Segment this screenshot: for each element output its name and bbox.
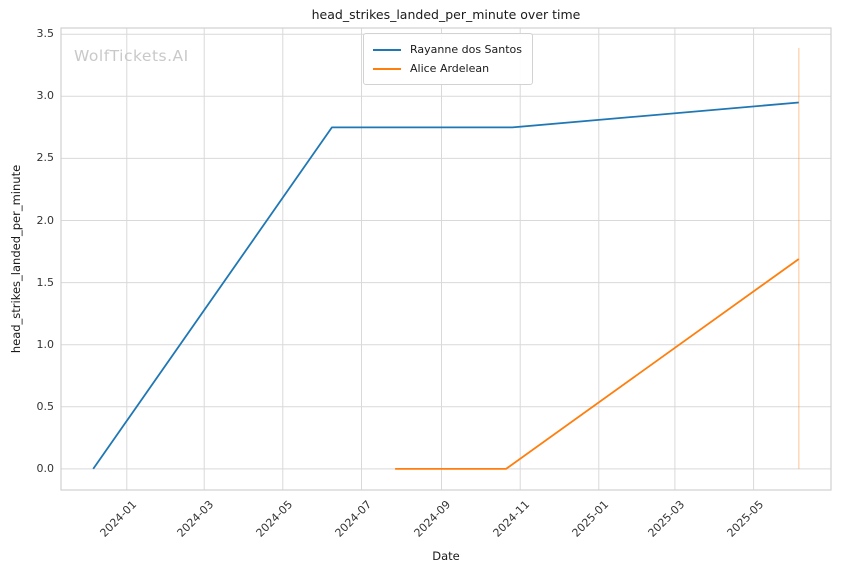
y-tick-label: 0.5 [36,399,55,413]
y-tick-label: 0.0 [36,461,55,475]
watermark: WolfTickets.AI [74,47,189,65]
legend-item: Alice Ardelean [373,60,524,77]
legend-label: Rayanne dos Santos [410,43,523,56]
y-axis-label: head_strikes_landed_per_minute [9,164,24,354]
y-tick-label: 3.5 [36,27,55,41]
legend-item: Rayanne dos Santos [373,41,524,58]
x-axis-label: Date [432,549,460,563]
axes-border [60,27,832,491]
y-tick-label: 2.5 [36,151,55,165]
y-tick-label: 2.0 [36,213,55,227]
series-line-0 [92,101,799,470]
chart-title: head_strikes_landed_per_minute over time [311,7,581,22]
series-line-1 [395,258,800,470]
legend-label: Alice Ardelean [410,62,490,75]
y-tick-label: 1.5 [36,275,55,289]
y-tick-label: 1.0 [36,337,55,351]
legend: Rayanne dos Santos Alice Ardelean [363,33,533,85]
legend-line-swatch-blue [373,48,401,51]
legend-line-swatch-orange [373,67,401,70]
y-tick-label: 3.0 [36,89,55,103]
